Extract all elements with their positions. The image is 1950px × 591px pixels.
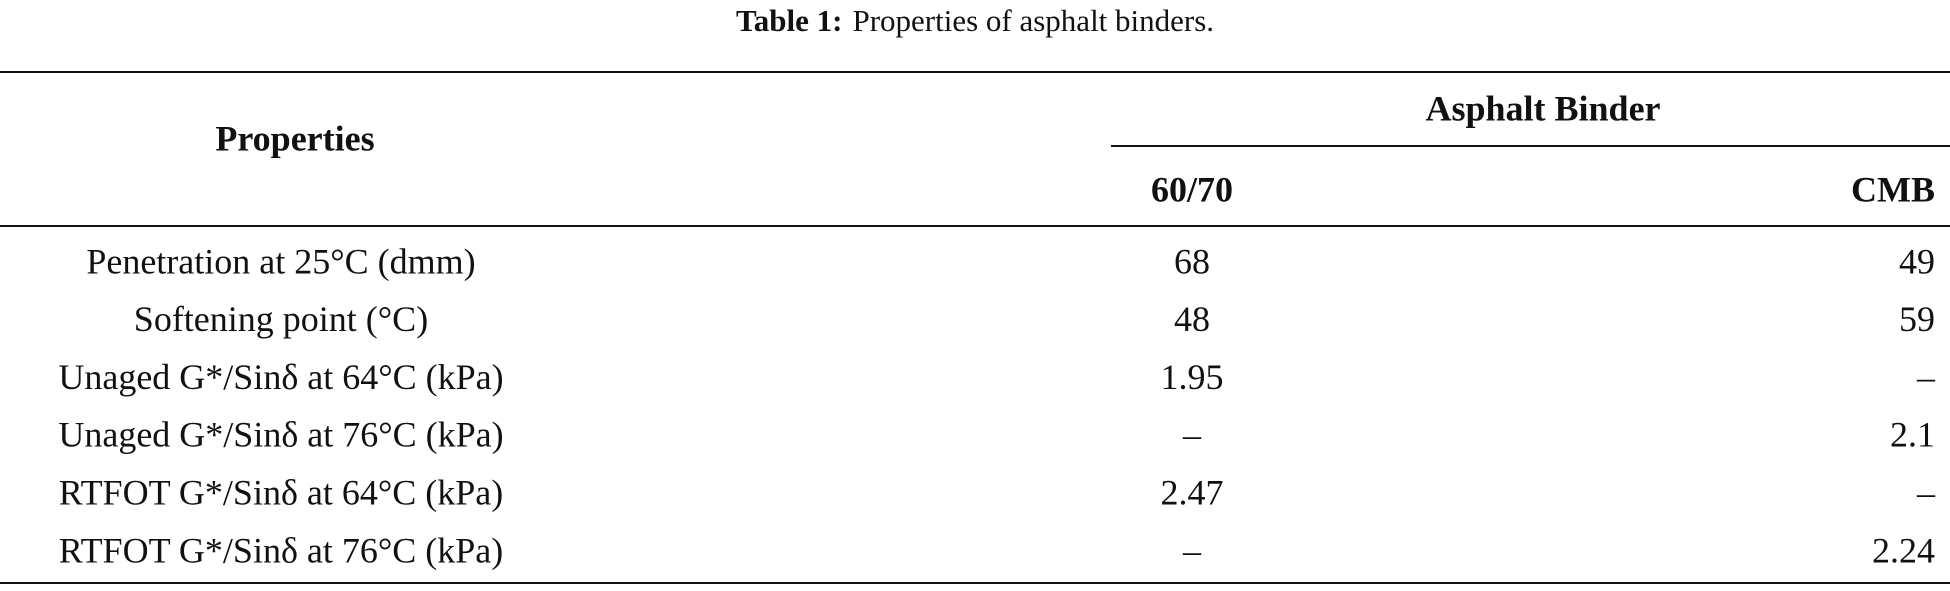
cell: 48	[1174, 299, 1210, 339]
row-label: Unaged G*/Sinδ at 64°C (kPa)	[58, 357, 503, 397]
row-label: RTFOT G*/Sinδ at 76°C (kPa)	[59, 530, 504, 570]
header-group: Asphalt Binder	[1425, 88, 1660, 128]
cell: 49	[1899, 241, 1935, 281]
header-properties: Properties	[215, 118, 374, 158]
column-header: 60/70	[1151, 169, 1233, 209]
cell: –	[1916, 472, 1936, 512]
cell: 2.47	[1161, 472, 1224, 512]
cell: 2.24	[1872, 530, 1935, 570]
cell: –	[1182, 530, 1202, 570]
caption-text: Properties of asphalt binders.	[852, 3, 1214, 38]
cell: 2.1	[1890, 415, 1935, 455]
caption: Table 1: Properties of asphalt binders.	[736, 3, 1214, 38]
cell: –	[1916, 357, 1936, 397]
row-label: Unaged G*/Sinδ at 76°C (kPa)	[58, 415, 503, 455]
cell: 1.95	[1161, 357, 1224, 397]
cell: 68	[1174, 241, 1210, 281]
cell: –	[1182, 415, 1202, 455]
caption-label: Table 1:	[736, 3, 843, 38]
row-label: RTFOT G*/Sinδ at 64°C (kPa)	[59, 472, 504, 512]
row-label: Softening point (°C)	[134, 299, 428, 339]
column-header: CMB	[1851, 169, 1935, 209]
cell: 59	[1899, 299, 1935, 339]
row-label: Penetration at 25°C (dmm)	[86, 241, 475, 281]
